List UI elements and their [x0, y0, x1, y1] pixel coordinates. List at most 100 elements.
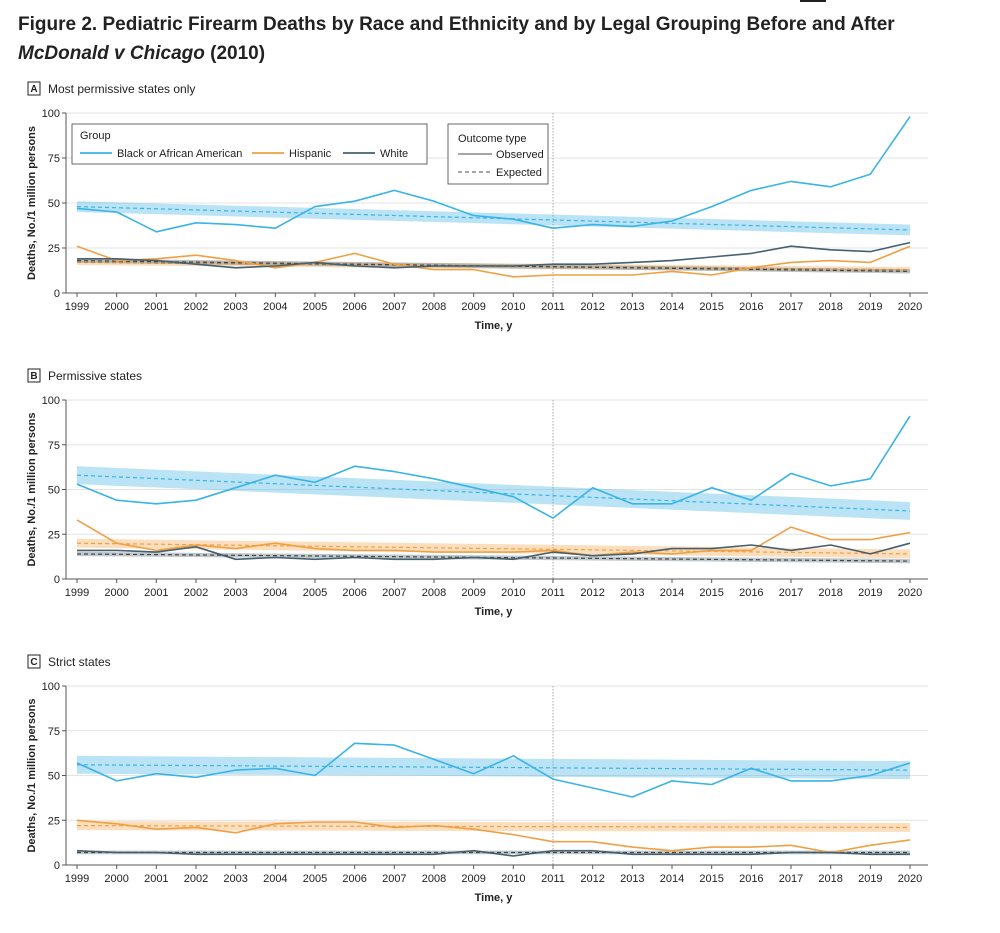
x-axis-label: Time, y [475, 320, 514, 332]
y-tick-label: 0 [54, 860, 60, 872]
panel-letter-box [27, 81, 41, 96]
x-tick-label: 2019 [858, 873, 882, 885]
x-tick-label: 2015 [699, 301, 723, 313]
x-tick-label: 2014 [660, 587, 684, 599]
x-tick-label: 2014 [660, 873, 684, 885]
expected-line-hispanic [76, 542, 911, 555]
x-tick-label: 2003 [223, 587, 247, 599]
x-tick-label: 2013 [620, 873, 644, 885]
figure-title-main: Pediatric Firearm Deaths by Race and Eth… [102, 14, 895, 35]
x-tick-label: 2020 [898, 873, 922, 885]
figure-title-year: (2010) [210, 43, 266, 64]
x-tick-label: 2011 [541, 301, 565, 313]
panel-letter-box [27, 654, 41, 669]
x-tick-label: 2009 [461, 587, 485, 599]
x-tick-label: 2019 [858, 301, 882, 313]
x-tick-label: 1999 [65, 873, 89, 885]
legend-label-observed: Observed [496, 149, 544, 161]
x-tick-label: 2002 [184, 873, 208, 885]
observed-line-hispanic [76, 819, 911, 854]
y-tick-label: 100 [42, 681, 60, 693]
x-tick-label: 2002 [184, 587, 208, 599]
x-tick-label: 2000 [104, 873, 128, 885]
x-tick-label: 2008 [422, 587, 446, 599]
x-tick-label: 2020 [898, 587, 922, 599]
x-tick-label: 2000 [104, 301, 128, 313]
x-tick-label: 2003 [223, 301, 247, 313]
x-tick-label: 2016 [739, 873, 763, 885]
x-tick-label: 2004 [263, 873, 287, 885]
observed-line-hispanic [76, 245, 911, 278]
x-tick-label: 2001 [144, 301, 168, 313]
figure-title: Figure 2. Pediatric Firearm Deaths by Ra… [18, 10, 978, 68]
legend-label-black: Black or African American [117, 148, 242, 160]
x-tick-label: 2012 [580, 873, 604, 885]
x-tick-label: 2010 [501, 301, 525, 313]
y-tick-label: 100 [42, 395, 60, 407]
x-tick-label: 2008 [422, 873, 446, 885]
x-tick-label: 2006 [342, 301, 366, 313]
x-axis-label: Time, y [475, 892, 514, 904]
y-tick-label: 50 [48, 485, 60, 497]
panel-a: A Most permissive states only 0 25 50 75 100 19… [26, 81, 928, 332]
figure-title-prefix: Figure 2. [18, 14, 98, 35]
x-tick-label: 1999 [65, 301, 89, 313]
y-tick-label: 0 [54, 574, 60, 586]
observed-line-white [77, 241, 911, 269]
x-tick-label: 2018 [818, 301, 842, 313]
expected-line-hispanic [76, 825, 911, 829]
x-tick-label: 2005 [303, 301, 327, 313]
panel-title: Permissive states [48, 369, 142, 383]
x-tick-label: 2018 [818, 873, 842, 885]
x-tick-label: 2018 [818, 587, 842, 599]
y-axis-label: Deaths, No./1 million persons [26, 126, 38, 280]
x-tick-label: 2004 [263, 587, 287, 599]
y-tick-label: 25 [48, 243, 60, 255]
x-tick-label: 2000 [104, 587, 128, 599]
x-tick-label: 2017 [779, 587, 803, 599]
y-tick-label: 100 [42, 108, 60, 120]
panel-c: C Strict states 0 25 50 75 100 1999 2000 2001 2002… [26, 654, 928, 904]
x-tick-label: 2016 [739, 301, 763, 313]
x-tick-label: 2010 [501, 873, 525, 885]
x-tick-label: 2017 [779, 301, 803, 313]
panel-letter: C [30, 657, 37, 668]
x-tick-label: 2014 [660, 301, 684, 313]
x-tick-label: 2016 [739, 587, 763, 599]
observed-line-black [76, 415, 911, 519]
x-tick-label: 2009 [461, 873, 485, 885]
x-tick-label: 2006 [342, 873, 366, 885]
observed-line-black [76, 116, 911, 233]
x-tick-label: 2007 [382, 301, 406, 313]
expected-line-black [76, 474, 911, 512]
x-axis-label: Time, y [475, 606, 514, 618]
x-tick-label: 2001 [144, 873, 168, 885]
x-tick-label: 2011 [541, 587, 565, 599]
panel-letter: B [30, 371, 37, 382]
panel-letter: A [30, 84, 37, 95]
x-tick-label: 2010 [501, 587, 525, 599]
legend-label-expected: Expected [496, 167, 542, 179]
x-tick-label: 2004 [263, 301, 287, 313]
group-legend-title: Group [80, 130, 111, 142]
y-tick-label: 0 [54, 288, 60, 300]
y-tick-label: 75 [48, 153, 60, 165]
legend-label-hispanic: Hispanic [289, 148, 332, 160]
x-tick-label: 2013 [620, 587, 644, 599]
x-tick-label: 2012 [580, 587, 604, 599]
header-rule [800, 0, 826, 2]
legend-label-white: White [380, 148, 408, 160]
x-tick-label: 2019 [858, 587, 882, 599]
x-tick-label: 2003 [223, 873, 247, 885]
observed-line-white [77, 542, 911, 561]
observed-line-hispanic [76, 519, 911, 557]
y-tick-label: 50 [48, 771, 60, 783]
y-tick-label: 25 [48, 529, 60, 541]
x-tick-label: 2015 [699, 587, 723, 599]
x-tick-label: 2009 [461, 301, 485, 313]
x-tick-label: 1999 [65, 587, 89, 599]
x-tick-label: 2005 [303, 587, 327, 599]
y-tick-label: 50 [48, 198, 60, 210]
y-tick-label: 25 [48, 815, 60, 827]
